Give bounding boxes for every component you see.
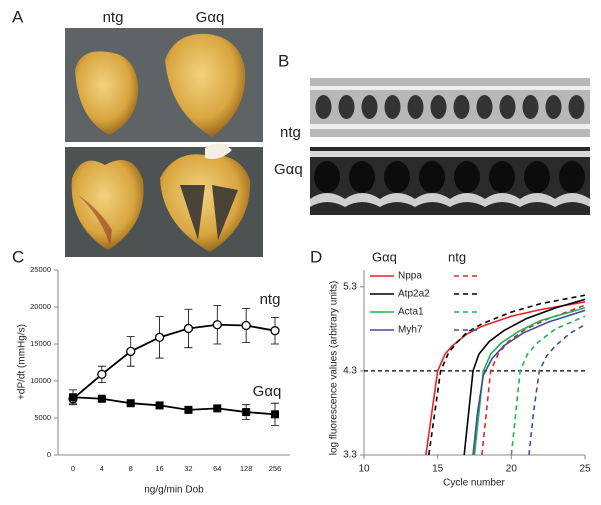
y-tick-label: 20000 <box>30 302 51 311</box>
x-tick-label: 15 <box>432 464 444 475</box>
curve <box>473 307 585 455</box>
y-axis-label: log fluorescence values (arbitrary units… <box>329 281 340 456</box>
heart <box>165 33 246 137</box>
marker <box>212 320 222 330</box>
marker <box>241 320 251 331</box>
marker <box>213 404 222 413</box>
y-tick-label: 5000 <box>34 413 51 422</box>
curve <box>428 294 585 455</box>
m-mode-image <box>310 78 590 137</box>
x-tick-label: 256 <box>269 464 282 473</box>
m-mode-image <box>310 147 590 215</box>
series-label: ntg <box>260 291 281 308</box>
x-tick-label: 64 <box>213 464 221 473</box>
marker <box>126 346 136 357</box>
marker <box>97 394 106 403</box>
y-tick-label: 0 <box>47 450 51 459</box>
curves <box>425 294 585 455</box>
y-axis-label: +dP/dt (mmHg/s) <box>17 324 28 400</box>
y-tick-label: 5.3 <box>343 281 357 292</box>
marker <box>242 408 251 417</box>
curve <box>463 298 585 455</box>
series-line <box>72 396 276 416</box>
heart <box>71 160 144 250</box>
x-tick-label: 128 <box>240 464 253 473</box>
column-label: ntg <box>103 9 124 26</box>
curve <box>528 323 585 455</box>
x-tick-label: 32 <box>184 464 192 473</box>
heart <box>75 51 139 135</box>
heart <box>160 154 251 252</box>
legend-label: Atp2a2 <box>398 289 430 300</box>
panel-letter: A <box>12 7 24 26</box>
curve <box>481 304 585 455</box>
heart-detail <box>205 143 232 159</box>
row-label: Gαq <box>274 161 303 178</box>
series-label: Gαq <box>253 383 282 400</box>
x-tick-label: 25 <box>579 464 591 475</box>
marker <box>183 323 194 334</box>
y-tick-label: 10000 <box>30 376 51 385</box>
plots: 0 5000 10000 15000 20000 25000 0 4 8 16 32 64 128 256… <box>30 249 591 474</box>
marker <box>69 393 77 402</box>
row-label: ntg <box>280 124 301 141</box>
legend-label: Myh7 <box>398 325 423 336</box>
x-axis-label: ng/g/min Dob <box>144 485 204 496</box>
heart-detail <box>78 195 112 245</box>
curve <box>472 309 585 455</box>
y-tick-label: 4.3 <box>343 366 357 377</box>
y-tick-label: 25000 <box>30 265 51 274</box>
marker <box>270 326 280 336</box>
x-axis-label: Cycle number <box>443 478 505 489</box>
legend-header: Gαq <box>372 249 397 264</box>
x-tick-label: 20 <box>506 464 518 475</box>
series-line <box>72 323 276 400</box>
heart-detail <box>180 185 238 240</box>
marker <box>155 401 164 410</box>
marker <box>97 369 107 379</box>
curve <box>510 315 585 455</box>
marker <box>271 410 279 419</box>
marker <box>184 405 193 414</box>
marker <box>154 332 165 342</box>
x-tick-label: 4 <box>100 464 104 473</box>
y-tick-label: 3.3 <box>343 450 357 461</box>
x-tick-label: 0 <box>71 464 75 473</box>
panel-letter: C <box>12 247 24 266</box>
panel-letter: D <box>310 247 322 266</box>
x-tick-label: 10 <box>358 464 370 475</box>
x-tick-label: 16 <box>155 464 163 473</box>
panel-letter: B <box>278 51 289 70</box>
column-label: Gαq <box>196 9 225 26</box>
legend-header: ntg <box>448 249 466 264</box>
legend-label: Acta1 <box>398 307 424 318</box>
legend-label: Nppa <box>398 271 422 282</box>
y-tick-label: 15000 <box>30 339 51 348</box>
marker <box>126 399 135 408</box>
x-tick-label: 8 <box>129 464 133 473</box>
curve <box>425 301 585 455</box>
